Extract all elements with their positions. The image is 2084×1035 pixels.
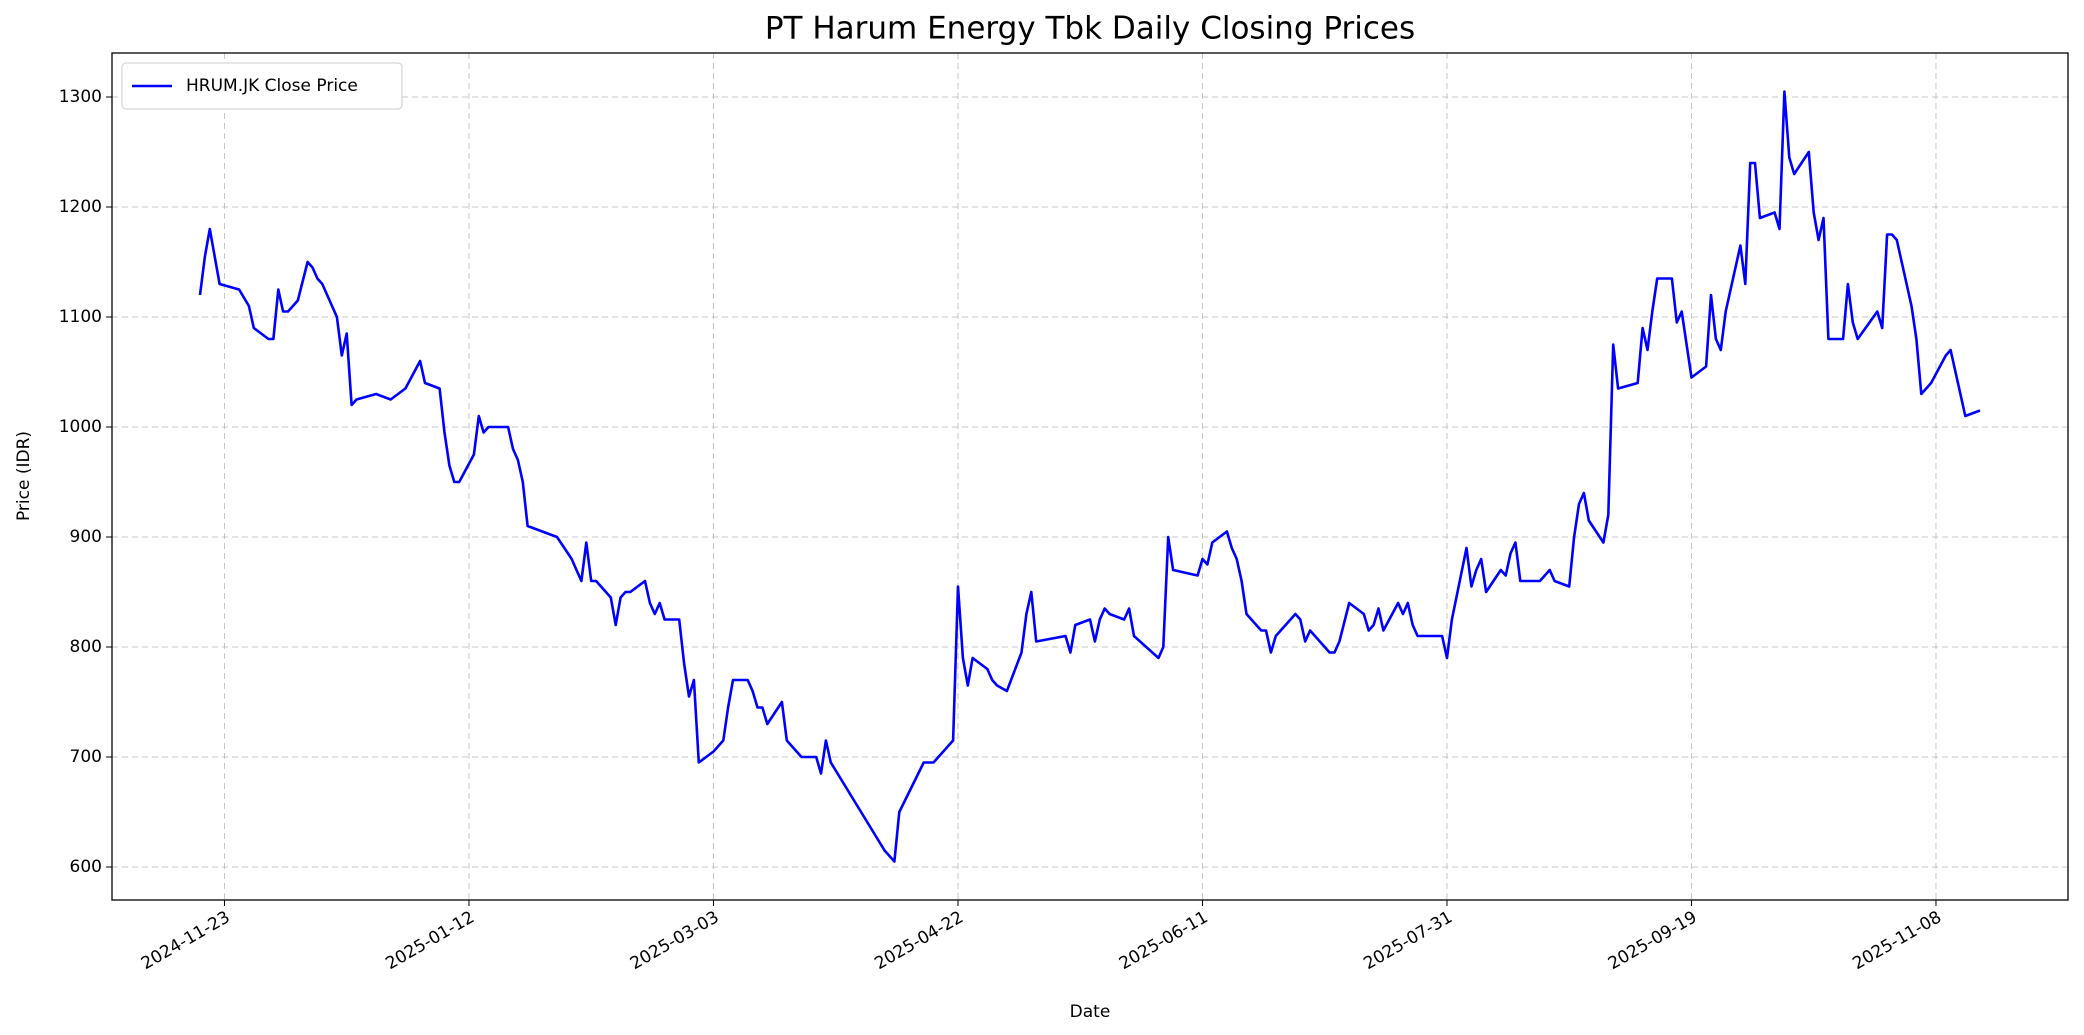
x-tick-label: 2025-11-08 — [1849, 907, 1945, 974]
legend: HRUM.JK Close Price — [121, 62, 403, 110]
y-tick-label: 1100 — [59, 307, 102, 327]
x-tick-label: 2025-03-03 — [627, 907, 723, 974]
legend-box — [121, 62, 403, 110]
y-tick-label: 700 — [70, 747, 102, 767]
x-tick-label: 2025-04-22 — [871, 907, 967, 974]
plot-frame — [111, 52, 2069, 901]
y-tick-label: 1200 — [59, 197, 102, 217]
y-tick-label: 1300 — [59, 87, 102, 107]
chart-title: PT Harum Energy Tbk Daily Closing Prices — [765, 11, 1415, 47]
y-axis-label: Price (IDR) — [14, 431, 34, 521]
y-tick-label: 800 — [70, 637, 102, 657]
price-line — [198, 90, 1981, 863]
x-tick-label: 2025-07-31 — [1360, 907, 1456, 974]
x-tick-label: 2024-11-23 — [138, 907, 234, 974]
legend-label: HRUM.JK Close Price — [186, 76, 358, 96]
x-tick-label: 2025-06-11 — [1116, 907, 1212, 974]
y-tick-label: 1000 — [59, 417, 102, 437]
y-tick-label: 600 — [70, 857, 102, 877]
x-tick-label: 2025-01-12 — [382, 907, 478, 974]
y-tick-label: 900 — [70, 527, 102, 547]
x-tick-label: 2025-09-19 — [1605, 907, 1701, 974]
x-axis-label: Date — [1070, 1002, 1111, 1022]
